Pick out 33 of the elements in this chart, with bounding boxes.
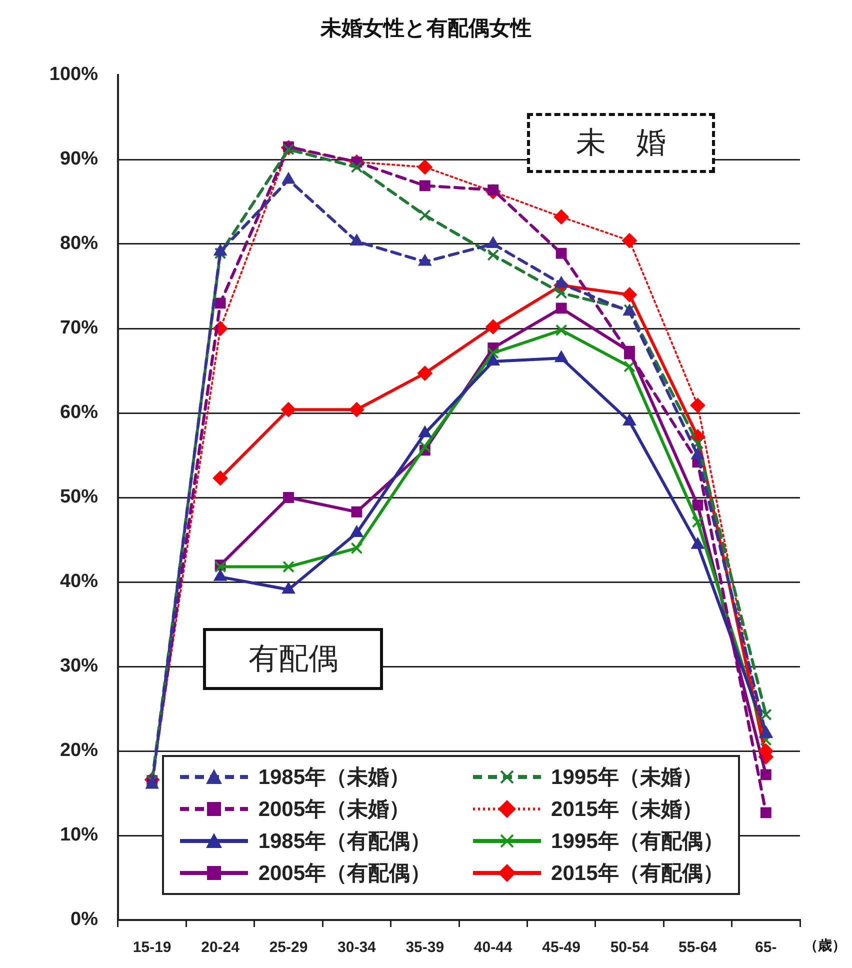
x-tick-label: 40-44 bbox=[474, 939, 513, 956]
y-tick-label: 60% bbox=[60, 402, 98, 424]
legend-label: 2015年（有配偶） bbox=[551, 861, 724, 888]
y-tick-label: 20% bbox=[60, 740, 98, 762]
legend-label: 1995年（有配偶） bbox=[551, 829, 724, 856]
legend-label: 2005年（未婚） bbox=[258, 797, 410, 824]
annotation: 未 婚 bbox=[576, 126, 666, 162]
legend-label: 2005年（有配偶） bbox=[258, 861, 432, 888]
x-tick-label: 45-49 bbox=[542, 939, 580, 956]
x-tick-label: 30-34 bbox=[338, 939, 377, 956]
x-tick-label: 55-64 bbox=[678, 939, 718, 956]
x-tick-label: 25-29 bbox=[269, 939, 308, 956]
x-tick-label: 65- bbox=[755, 939, 777, 956]
legend-label: 1985年（未婚） bbox=[258, 765, 410, 792]
y-tick-label: 10% bbox=[60, 824, 98, 846]
y-tick-label: 100% bbox=[49, 64, 98, 86]
x-tick-label: 20-24 bbox=[201, 939, 240, 956]
y-tick-label: 90% bbox=[60, 148, 98, 170]
annotation: 有配偶 bbox=[248, 642, 338, 678]
legend-label: 1985年（有配偶） bbox=[258, 829, 432, 856]
y-tick-label: 30% bbox=[60, 656, 98, 677]
y-tick-label: 80% bbox=[60, 233, 98, 254]
y-tick-label: 40% bbox=[60, 571, 98, 592]
x-tick-label: 50-54 bbox=[610, 939, 650, 956]
legend-label: 2015年（未婚） bbox=[551, 797, 703, 824]
y-tick-label: 70% bbox=[60, 318, 98, 339]
x-tick-label: 35-39 bbox=[406, 939, 444, 956]
chart-title: 未婚女性と有配偶女性 bbox=[319, 16, 532, 42]
y-tick-label: 50% bbox=[60, 486, 98, 508]
legend-label: 1995年（未婚） bbox=[551, 765, 703, 792]
x-axis-title: （歳） bbox=[804, 937, 846, 955]
x-tick-label: 15-19 bbox=[132, 939, 172, 956]
y-tick-label: 0% bbox=[70, 909, 98, 930]
